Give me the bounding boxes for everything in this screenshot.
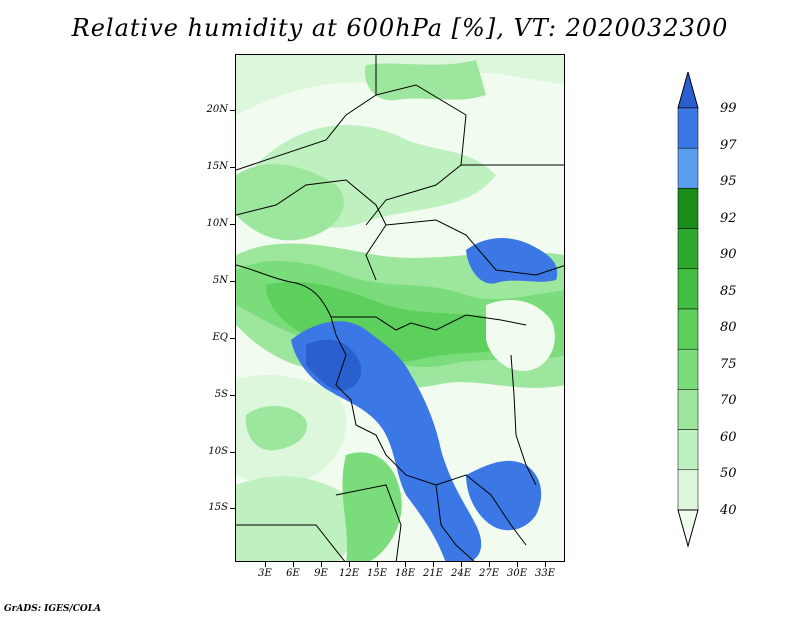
- field-east-dry: [486, 300, 555, 371]
- colorbar-segments: [677, 107, 699, 511]
- border-line: [236, 55, 377, 171]
- field-north-green: [365, 60, 486, 101]
- colorbar-segment: [677, 188, 699, 229]
- lat-label: 15N: [206, 161, 228, 172]
- lat-label: 5N: [212, 275, 228, 286]
- colorbar-segment: [677, 147, 699, 189]
- lat-tick: [230, 281, 235, 282]
- border-line: [331, 314, 527, 331]
- colorbar-label: 80: [720, 320, 737, 335]
- lon-label: 6E: [286, 568, 300, 579]
- lon-label: 24E: [450, 568, 472, 579]
- grads-credit: GrADS: IGES/COLA: [4, 604, 102, 614]
- colorbar-segment: [677, 228, 699, 270]
- lon-tick: [265, 562, 266, 567]
- colorbar-segment: [677, 469, 699, 511]
- field-south-central: [342, 452, 402, 561]
- border-line: [236, 524, 346, 561]
- lat-tick: [230, 452, 235, 453]
- lon-label: 15E: [366, 568, 388, 579]
- colorbar: [677, 72, 699, 548]
- colorbar-bottom-arrow: [677, 509, 699, 548]
- colorbar-segment: [677, 308, 699, 350]
- lat-label: 20N: [206, 104, 228, 115]
- field-atlantic-patch: [245, 405, 307, 451]
- colorbar-segment: [677, 107, 699, 149]
- lon-tick: [321, 562, 322, 567]
- colorbar-segment: [677, 348, 699, 390]
- colorbar-label: 60: [720, 430, 737, 445]
- border-line: [435, 474, 527, 546]
- lat-tick: [230, 110, 235, 111]
- field-congo-99: [306, 339, 362, 391]
- lon-tick: [517, 562, 518, 567]
- lon-label: 9E: [314, 568, 328, 579]
- humidity-map: [235, 54, 565, 562]
- lon-tick: [405, 562, 406, 567]
- lon-label: 3E: [258, 568, 272, 579]
- border-line: [385, 219, 564, 276]
- colorbar-top-arrow: [677, 72, 699, 109]
- colorbar-segment: [677, 389, 699, 430]
- colorbar-label: 97: [720, 138, 737, 153]
- lon-label: 27E: [478, 568, 500, 579]
- field-southwest: [236, 476, 357, 561]
- lat-tick: [230, 395, 235, 396]
- chart-title: Relative humidity at 600hPa [%], VT: 202…: [71, 14, 729, 42]
- field-southeast-97: [466, 460, 542, 531]
- lon-tick: [489, 562, 490, 567]
- colorbar-label: 75: [720, 357, 737, 372]
- lon-tick: [377, 562, 378, 567]
- field-east-97: [466, 238, 558, 284]
- lon-label: 30E: [506, 568, 528, 579]
- lon-tick: [545, 562, 546, 567]
- humidity-field: [236, 55, 564, 561]
- lat-label: 5S: [214, 389, 228, 400]
- colorbar-label: 99: [720, 101, 737, 116]
- map-borders: [236, 55, 564, 561]
- colorbar-segment: [677, 429, 699, 471]
- colorbar-label: 70: [720, 393, 737, 408]
- lat-tick: [230, 338, 235, 339]
- lon-label: 33E: [534, 568, 556, 579]
- lat-label: EQ: [212, 332, 229, 343]
- lon-tick: [433, 562, 434, 567]
- lat-label: 15S: [208, 502, 228, 513]
- lon-tick: [461, 562, 462, 567]
- colorbar-label: 90: [720, 247, 737, 262]
- lat-label: 10S: [208, 446, 228, 457]
- lon-tick: [349, 562, 350, 567]
- lon-label: 18E: [394, 568, 416, 579]
- lake-shore: [510, 354, 537, 486]
- lat-tick: [230, 224, 235, 225]
- border-line: [236, 179, 387, 281]
- colorbar-label: 40: [720, 503, 737, 518]
- colorbar-segment: [677, 268, 699, 310]
- border-line: [335, 334, 475, 561]
- colorbar-label: 50: [720, 466, 737, 481]
- colorbar-label: 85: [720, 284, 737, 299]
- colorbar-label: 95: [720, 174, 737, 189]
- lat-tick: [230, 508, 235, 509]
- lat-tick: [230, 167, 235, 168]
- lat-label: 10N: [206, 218, 228, 229]
- lon-label: 21E: [422, 568, 444, 579]
- border-line: [335, 484, 402, 561]
- colorbar-label: 92: [720, 211, 737, 226]
- lon-tick: [293, 562, 294, 567]
- coastline: [236, 264, 337, 336]
- lon-label: 12E: [338, 568, 360, 579]
